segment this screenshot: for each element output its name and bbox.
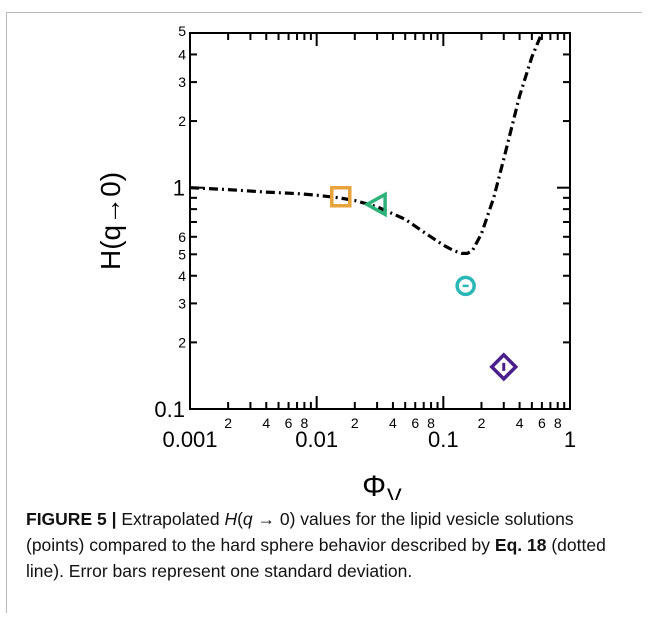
y-axis-label: H(q→0) <box>95 172 126 270</box>
x-minor-tick-label: 8 <box>554 415 562 431</box>
y-minor-tick-label: 4 <box>178 268 186 284</box>
y-minor-tick-label: 3 <box>178 295 186 311</box>
x-minor-tick-label: 4 <box>262 415 270 431</box>
caption-text-1: Extrapolated <box>116 509 225 529</box>
x-minor-tick-label: 4 <box>516 415 524 431</box>
y-minor-tick-label: 5 <box>178 246 186 262</box>
caption-math-q: q <box>242 509 253 529</box>
caption-text-3: → 0) values for the lipid vesicle soluti… <box>26 509 574 555</box>
data-point-triangle <box>363 191 387 218</box>
x-axis-label: Φ <box>362 470 386 500</box>
y-minor-tick-label: 5 <box>178 23 186 39</box>
axis-ticks <box>189 32 571 410</box>
y-major-tick-label: 1 <box>173 176 185 201</box>
data-point-circle <box>455 275 476 297</box>
x-minor-tick-label: 6 <box>411 415 419 431</box>
hard-sphere-curve <box>189 32 544 255</box>
x-major-tick-label: 0.01 <box>295 427 338 452</box>
y-minor-tick-label: 6 <box>178 229 186 245</box>
y-minor-tick-label: 2 <box>178 334 186 350</box>
y-minor-tick-label: 4 <box>178 46 186 62</box>
caption-text-4: (dotted line). Error bars represent one … <box>26 535 606 581</box>
x-minor-tick-label: 2 <box>478 415 486 431</box>
x-major-tick-label: 0.1 <box>428 427 459 452</box>
y-major-tick-label: 0.1 <box>154 397 185 422</box>
data-point-diamond <box>489 352 519 382</box>
curve-layer <box>189 32 544 255</box>
caption-text-2: ( <box>237 509 243 529</box>
x-minor-tick-label: 2 <box>224 415 232 431</box>
data-point-square <box>330 186 352 208</box>
plot-area <box>189 32 571 410</box>
x-minor-tick-label: 6 <box>285 415 293 431</box>
caption-eq-ref: Eq. 18 <box>494 535 547 555</box>
x-minor-tick-label: 8 <box>427 415 435 431</box>
caption-math-h: H <box>224 509 238 529</box>
figure-caption: FIGURE 5 | Extrapolated H(q → 0) values … <box>26 506 626 584</box>
x-axis-label-subscript: V <box>387 484 402 500</box>
x-major-tick-label: 0.001 <box>162 427 217 452</box>
x-minor-tick-label: 2 <box>351 415 359 431</box>
figure-frame <box>6 12 642 613</box>
x-major-tick-label: 1 <box>564 427 576 452</box>
caption-label: FIGURE 5 | <box>26 509 117 529</box>
y-minor-tick-label: 2 <box>178 113 186 129</box>
x-axis-label-main: Φ <box>362 470 386 500</box>
x-minor-tick-label: 4 <box>389 415 397 431</box>
points-layer <box>330 186 519 382</box>
x-minor-tick-label: 6 <box>538 415 546 431</box>
x-minor-tick-label: 8 <box>300 415 308 431</box>
y-minor-tick-label: 3 <box>178 74 186 90</box>
